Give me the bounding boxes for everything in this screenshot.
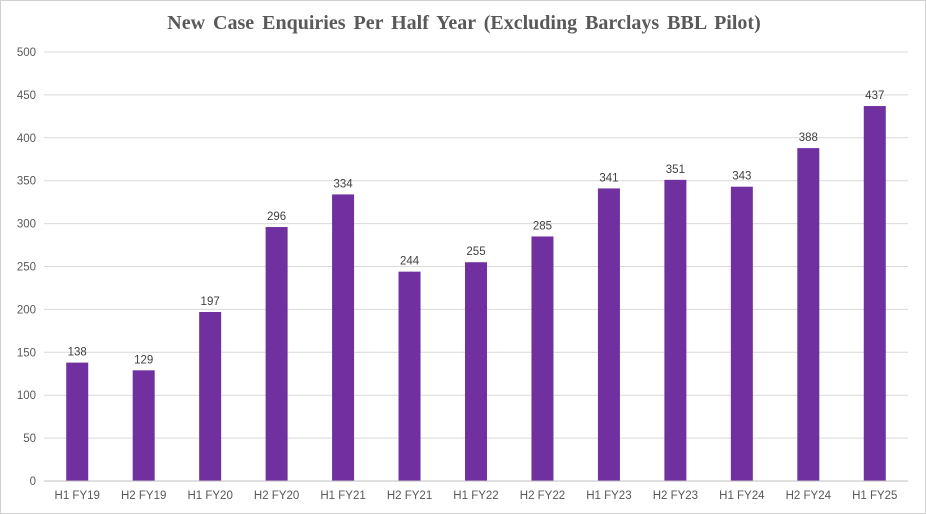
bar <box>730 186 753 481</box>
bar <box>597 188 620 481</box>
y-tick-label: 0 <box>30 476 36 488</box>
y-axis: 0 50 100 150 200 250 300 350 400 450 500 <box>17 47 36 488</box>
x-tick-label: H1 FY19 <box>55 490 100 502</box>
bar <box>132 370 155 481</box>
y-tick-label: 400 <box>17 133 36 145</box>
data-label: 334 <box>333 178 353 190</box>
data-label: 343 <box>732 171 751 183</box>
y-tick-label: 100 <box>17 390 36 402</box>
x-axis: H1 FY19 H2 FY19 H1 FY20 H2 FY20 H1 FY21 H2 FY… <box>44 480 908 502</box>
x-tick-label: H1 FY20 <box>187 490 232 502</box>
x-tick-label: H1 FY24 <box>719 490 765 502</box>
bar <box>797 148 820 481</box>
data-label: 296 <box>267 211 286 223</box>
data-labels: 138 129 197 296 334 244 255 285 341 351 343 388 437 <box>68 90 885 366</box>
x-tick-label: H1 FY22 <box>453 490 498 502</box>
data-label: 244 <box>400 256 420 268</box>
data-label: 197 <box>201 296 220 308</box>
bar <box>398 271 421 481</box>
bar <box>265 227 288 481</box>
y-tick-label: 350 <box>17 176 36 188</box>
data-label: 351 <box>666 164 685 176</box>
x-tick-label: H2 FY19 <box>121 490 166 502</box>
y-tick-label: 200 <box>17 304 36 316</box>
bar <box>465 262 487 481</box>
y-tick-label: 150 <box>17 347 36 359</box>
data-label: 388 <box>799 132 818 144</box>
y-tick-label: 500 <box>17 47 36 59</box>
bar <box>664 179 687 482</box>
data-label: 285 <box>533 220 552 232</box>
data-label: 138 <box>68 347 87 359</box>
data-label: 129 <box>134 354 153 366</box>
data-label: 437 <box>865 90 884 102</box>
bar <box>332 194 355 482</box>
bar <box>531 236 554 481</box>
bar <box>66 362 89 481</box>
bar <box>199 311 222 481</box>
x-tick-label: H2 FY22 <box>520 490 565 502</box>
x-tick-label: H1 FY25 <box>852 490 897 502</box>
data-label: 255 <box>466 246 485 258</box>
bar <box>863 106 886 481</box>
y-tick-label: 50 <box>23 433 36 445</box>
chart-title: New Case Enquiries Per Half Year (Exclud… <box>167 12 761 34</box>
x-tick-label: H2 FY21 <box>387 490 432 502</box>
x-tick-label: H2 FY20 <box>254 490 299 502</box>
x-tick-label: H1 FY21 <box>320 490 365 502</box>
x-tick-label: H2 FY24 <box>786 490 832 502</box>
y-tick-label: 300 <box>17 219 36 231</box>
x-tick-label: H1 FY23 <box>586 490 631 502</box>
x-tick-label: H2 FY23 <box>653 490 698 502</box>
y-tick-label: 250 <box>17 262 36 274</box>
y-tick-label: 450 <box>17 90 36 102</box>
data-label: 341 <box>599 172 618 184</box>
bar-series <box>66 106 886 482</box>
